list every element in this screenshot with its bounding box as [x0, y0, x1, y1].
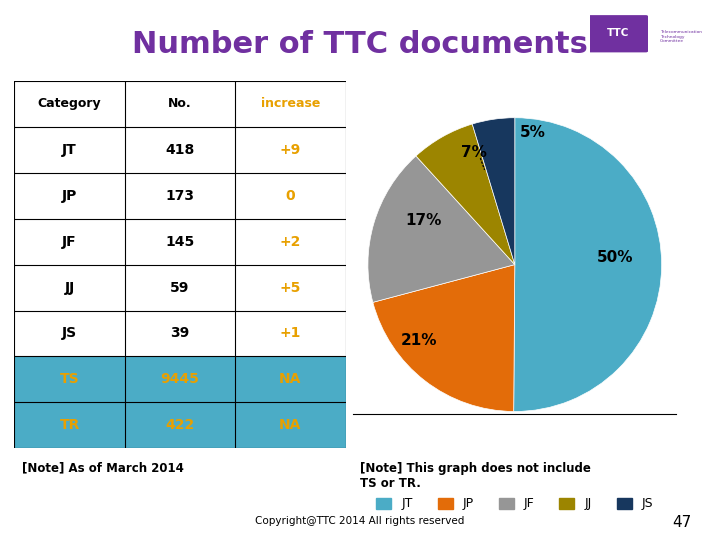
Text: 7%: 7% — [461, 145, 487, 160]
Text: 5%: 5% — [520, 125, 545, 140]
Text: +9: +9 — [280, 143, 301, 157]
Text: Category: Category — [37, 97, 102, 111]
Text: TR: TR — [60, 418, 80, 432]
FancyBboxPatch shape — [588, 15, 648, 52]
Text: [Note] This graph does not include
TS or TR.: [Note] This graph does not include TS or… — [360, 462, 591, 490]
Bar — [14, 356, 346, 402]
Legend: JT, JP, JF, JJ, JS: JT, JP, JF, JJ, JS — [372, 492, 658, 515]
Text: Number of TTC documents: Number of TTC documents — [132, 30, 588, 59]
Text: +5: +5 — [279, 281, 301, 294]
Wedge shape — [373, 265, 515, 411]
Text: 39: 39 — [171, 327, 189, 340]
Text: 47: 47 — [672, 515, 691, 530]
Text: 0: 0 — [286, 189, 295, 202]
Wedge shape — [416, 124, 515, 265]
Text: increase: increase — [261, 97, 320, 111]
Text: TS: TS — [60, 373, 79, 386]
Text: Telecommunication
Technology
Committee: Telecommunication Technology Committee — [660, 30, 701, 43]
Text: +1: +1 — [279, 327, 301, 340]
Text: TTC: TTC — [607, 29, 629, 38]
Text: JS: JS — [62, 327, 77, 340]
Text: JT: JT — [62, 143, 77, 157]
Text: Copyright@TTC 2014 All rights reserved: Copyright@TTC 2014 All rights reserved — [256, 516, 464, 526]
Text: JP: JP — [62, 189, 77, 202]
Text: 59: 59 — [171, 281, 189, 294]
Text: 17%: 17% — [405, 213, 442, 228]
Text: NA: NA — [279, 418, 302, 432]
Text: JJ: JJ — [65, 281, 75, 294]
Text: 173: 173 — [166, 189, 194, 202]
Text: 21%: 21% — [401, 334, 438, 348]
Text: 145: 145 — [166, 235, 194, 248]
Text: JF: JF — [63, 235, 77, 248]
Text: 418: 418 — [166, 143, 194, 157]
Text: NA: NA — [279, 373, 302, 386]
Text: +2: +2 — [279, 235, 301, 248]
Bar — [14, 402, 346, 448]
Wedge shape — [513, 118, 662, 411]
Text: No.: No. — [168, 97, 192, 111]
Wedge shape — [472, 118, 515, 265]
Text: 50%: 50% — [596, 250, 633, 265]
Wedge shape — [368, 156, 515, 302]
Text: [Note] As of March 2014: [Note] As of March 2014 — [22, 462, 184, 475]
Text: 422: 422 — [166, 418, 194, 432]
Text: 9445: 9445 — [161, 373, 199, 386]
